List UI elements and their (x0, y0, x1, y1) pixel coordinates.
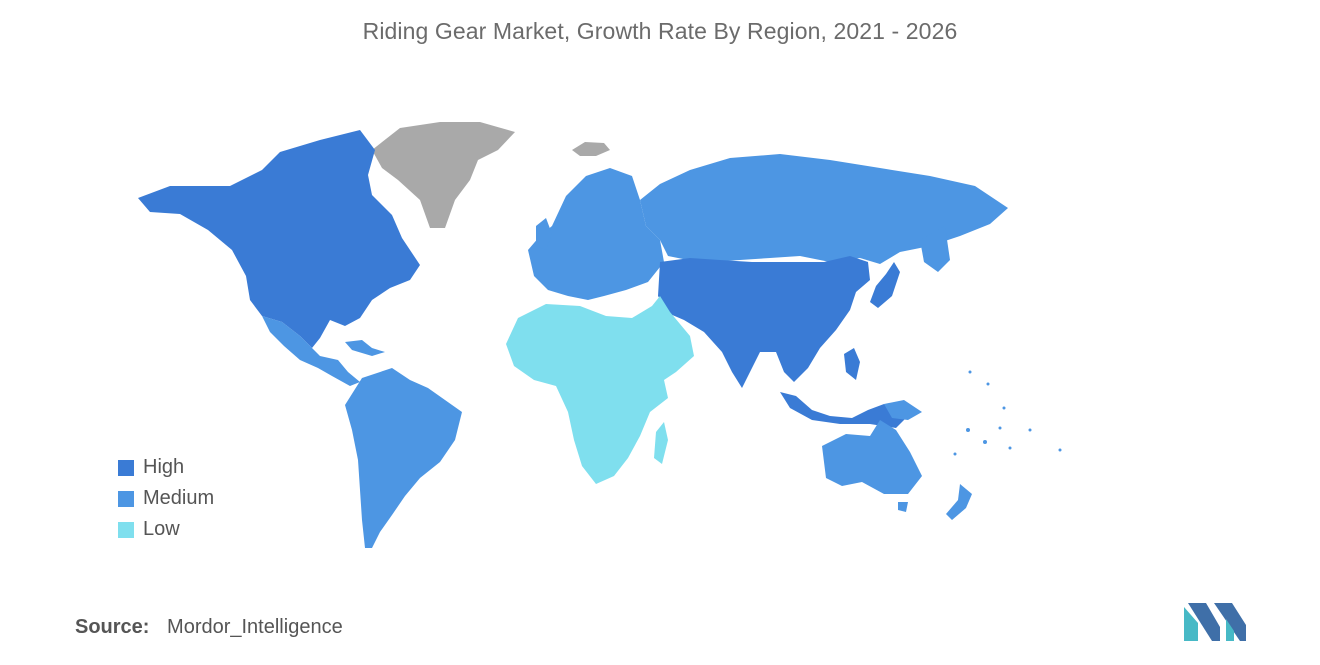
legend-item-medium: Medium (118, 483, 214, 514)
legend-label-medium: Medium (143, 487, 215, 509)
region-russia (640, 154, 1008, 264)
legend-swatch-high (118, 459, 134, 476)
region-south-america (345, 368, 462, 548)
legend-label-low: Low (143, 518, 180, 540)
region-japan (870, 262, 900, 308)
mordor-intelligence-logo-icon (1184, 603, 1246, 641)
region-tasmania (898, 502, 908, 512)
region-europe (528, 168, 664, 300)
region-russia-east (920, 226, 950, 272)
source-key: Source: (75, 616, 150, 638)
region-sea-islands (780, 392, 906, 428)
region-caribbean (345, 340, 385, 356)
region-north-america (138, 130, 420, 348)
chart-title: Riding Gear Market, Growth Rate By Regio… (362, 18, 958, 44)
region-greenland (372, 122, 515, 228)
region-uk (536, 218, 552, 250)
legend-item-high: High (118, 452, 214, 483)
region-australia (822, 420, 922, 494)
region-africa (506, 296, 694, 484)
region-central-america (262, 316, 360, 386)
map-legend: High Medium Low (118, 452, 214, 545)
region-png (884, 400, 922, 420)
region-philippines (844, 348, 860, 380)
legend-item-low: Low (118, 514, 214, 545)
region-new-zealand (946, 484, 972, 520)
legend-swatch-low (118, 521, 134, 538)
pacific-islands (953, 370, 1062, 456)
region-iceland (572, 142, 610, 156)
region-asia (658, 256, 870, 388)
legend-swatch-medium (118, 490, 134, 507)
region-madagascar (654, 422, 668, 464)
source-value: Mordor_Intelligence (167, 616, 343, 638)
legend-label-high: High (143, 456, 185, 478)
source-line: Source: Mordor_Intelligence (75, 616, 343, 639)
